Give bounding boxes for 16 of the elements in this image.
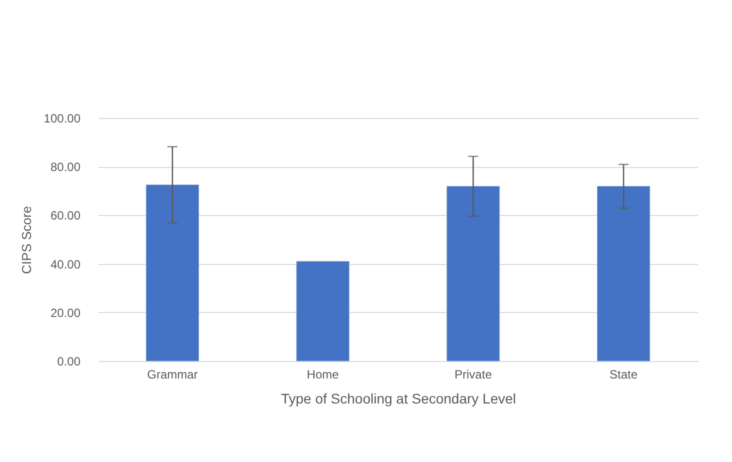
bar: [446, 186, 500, 362]
y-axis-title: CIPS Score: [18, 206, 34, 274]
x-tick-label: State: [610, 368, 638, 382]
y-tick-label: 20.00: [50, 306, 81, 320]
y-tick-label: 80.00: [50, 160, 81, 174]
x-tick-label: Private: [454, 368, 492, 382]
x-tick-label: Home: [306, 368, 340, 382]
bar: [296, 261, 350, 362]
bar: [597, 186, 650, 362]
y-tick-label: 60.00: [50, 208, 81, 223]
x-axis-title: Type of Schooling at Secondary Level: [280, 390, 516, 406]
y-tick-label: 100.00: [44, 112, 81, 126]
x-tick-label: Grammar: [147, 368, 198, 382]
bar: [146, 184, 199, 362]
y-tick-label: 0.00: [57, 354, 81, 368]
y-tick-label: 40.00: [50, 257, 81, 272]
